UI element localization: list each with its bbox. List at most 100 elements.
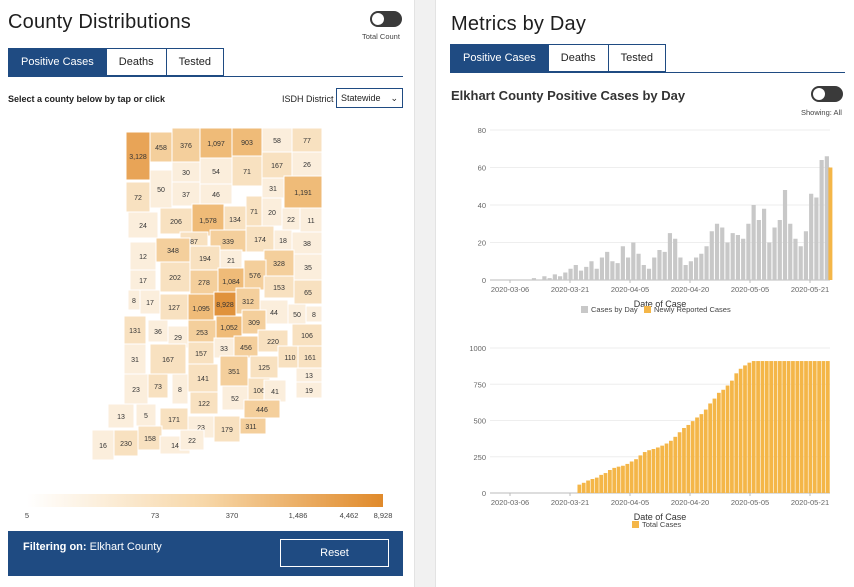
county-33[interactable]: 21	[219, 249, 243, 271]
county-89[interactable]: 158	[137, 425, 163, 451]
county-61[interactable]: 33	[213, 337, 235, 359]
county-8[interactable]: 54	[199, 157, 233, 185]
county-18[interactable]: 206	[159, 207, 193, 235]
bar-total-cases	[764, 361, 769, 493]
county-67[interactable]: 161	[297, 345, 323, 369]
county-14[interactable]: 72	[125, 181, 151, 213]
county-11[interactable]: 71	[231, 155, 263, 187]
reset-button[interactable]: Reset	[280, 539, 389, 567]
county-label: 110	[284, 355, 295, 362]
county-22[interactable]: 20	[261, 197, 283, 227]
county-77[interactable]: 41	[263, 379, 287, 403]
county-49[interactable]: 65	[293, 279, 323, 305]
county-69[interactable]: 13	[295, 367, 323, 383]
county-68[interactable]: 125	[249, 355, 279, 379]
county-82[interactable]: 171	[159, 407, 189, 431]
county-6[interactable]: 77	[291, 127, 323, 153]
total-count-toggle[interactable]	[370, 11, 402, 27]
county-3[interactable]: 1,097	[199, 127, 233, 159]
county-0[interactable]: 3,128	[125, 131, 151, 181]
bar-total-cases	[581, 482, 586, 493]
county-62[interactable]: 456	[233, 335, 259, 359]
county-88[interactable]: 230	[113, 429, 139, 457]
county-83[interactable]: 446	[243, 399, 281, 419]
county-29[interactable]: 18	[273, 229, 293, 251]
county-30[interactable]: 38	[291, 231, 323, 255]
county-12[interactable]: 31	[261, 177, 285, 199]
county-20[interactable]: 134	[223, 205, 247, 233]
county-9[interactable]: 167	[261, 151, 293, 179]
county-4[interactable]: 903	[231, 127, 263, 157]
county-75[interactable]: 8	[171, 373, 189, 405]
county-15[interactable]: 50	[149, 169, 173, 209]
county-36[interactable]: 17	[129, 269, 157, 291]
county-70[interactable]: 141	[187, 363, 219, 393]
county-74[interactable]: 73	[147, 373, 169, 399]
county-73[interactable]: 23	[123, 373, 149, 405]
tab-positive-cases[interactable]: Positive Cases	[8, 48, 107, 76]
showing-all-toggle[interactable]	[811, 86, 843, 102]
county-57[interactable]: 36	[147, 319, 169, 343]
tab-tested[interactable]: Tested	[608, 44, 667, 72]
county-32[interactable]: 194	[189, 245, 221, 271]
county-87[interactable]: 16	[91, 429, 115, 461]
county-53[interactable]: 253	[187, 319, 217, 345]
panel-title: Metrics by Day	[451, 13, 587, 35]
county-56[interactable]: 131	[123, 315, 147, 345]
filter-prefix: Filtering on:	[23, 541, 87, 553]
county-label: 312	[242, 299, 254, 306]
county-79[interactable]: 122	[189, 391, 219, 415]
county-31[interactable]: 348	[155, 237, 191, 263]
county-72[interactable]: 19	[295, 381, 323, 399]
county-23[interactable]: 22	[281, 207, 301, 231]
county-58[interactable]: 106	[291, 323, 323, 347]
county-51[interactable]: 50	[287, 303, 307, 325]
county-80[interactable]: 13	[107, 403, 135, 429]
bar-cases-by-day	[652, 257, 657, 280]
county-5[interactable]: 58	[261, 127, 293, 153]
bar-total-cases	[695, 417, 699, 493]
county-16[interactable]: 37	[171, 181, 201, 207]
county-47[interactable]: 8,928	[213, 291, 237, 317]
tab-positive-cases[interactable]: Positive Cases	[450, 44, 549, 72]
tab-tested[interactable]: Tested	[166, 48, 225, 76]
county-86[interactable]: 179	[213, 415, 241, 443]
chevron-down-icon: ⌄	[390, 92, 398, 103]
county-35[interactable]: 328	[263, 249, 295, 277]
county-40[interactable]: 576	[243, 259, 267, 291]
county-54[interactable]: 1,052	[215, 315, 243, 339]
county-label: 26	[303, 162, 311, 169]
county-1[interactable]: 458	[149, 131, 173, 163]
county-10[interactable]: 26	[291, 151, 323, 177]
county-24[interactable]: 11	[299, 207, 323, 233]
legend-swatch-cases	[581, 306, 588, 313]
county-44[interactable]: 17	[139, 289, 161, 315]
tab-deaths[interactable]: Deaths	[106, 48, 167, 76]
county-46[interactable]: 1,095	[187, 293, 215, 323]
county-65[interactable]: 167	[149, 343, 187, 375]
county-38[interactable]: 278	[189, 269, 219, 295]
county-13[interactable]: 1,191	[283, 175, 323, 209]
county-7[interactable]: 30	[171, 161, 201, 183]
county-37[interactable]: 202	[159, 261, 191, 293]
county-17[interactable]: 46	[199, 183, 233, 205]
county-60[interactable]: 157	[187, 341, 215, 365]
county-64[interactable]: 31	[123, 343, 147, 375]
county-28[interactable]: 174	[245, 225, 275, 253]
county-21[interactable]: 71	[245, 195, 263, 227]
bar-cases-by-day	[552, 274, 557, 280]
isdh-district-select[interactable]: Statewide ⌄	[336, 88, 403, 108]
county-52[interactable]: 8	[305, 305, 323, 323]
county-71[interactable]: 351	[219, 355, 249, 387]
county-26[interactable]: 24	[127, 211, 159, 239]
county-45[interactable]: 127	[159, 293, 189, 321]
county-34[interactable]: 12	[129, 241, 157, 271]
county-42[interactable]: 153	[263, 275, 295, 299]
county-43[interactable]: 8	[127, 289, 141, 311]
county-81[interactable]: 5	[135, 403, 157, 427]
tab-deaths[interactable]: Deaths	[548, 44, 609, 72]
county-41[interactable]: 35	[293, 253, 323, 281]
county-91[interactable]: 22	[179, 429, 205, 451]
county-2[interactable]: 376	[171, 127, 201, 163]
